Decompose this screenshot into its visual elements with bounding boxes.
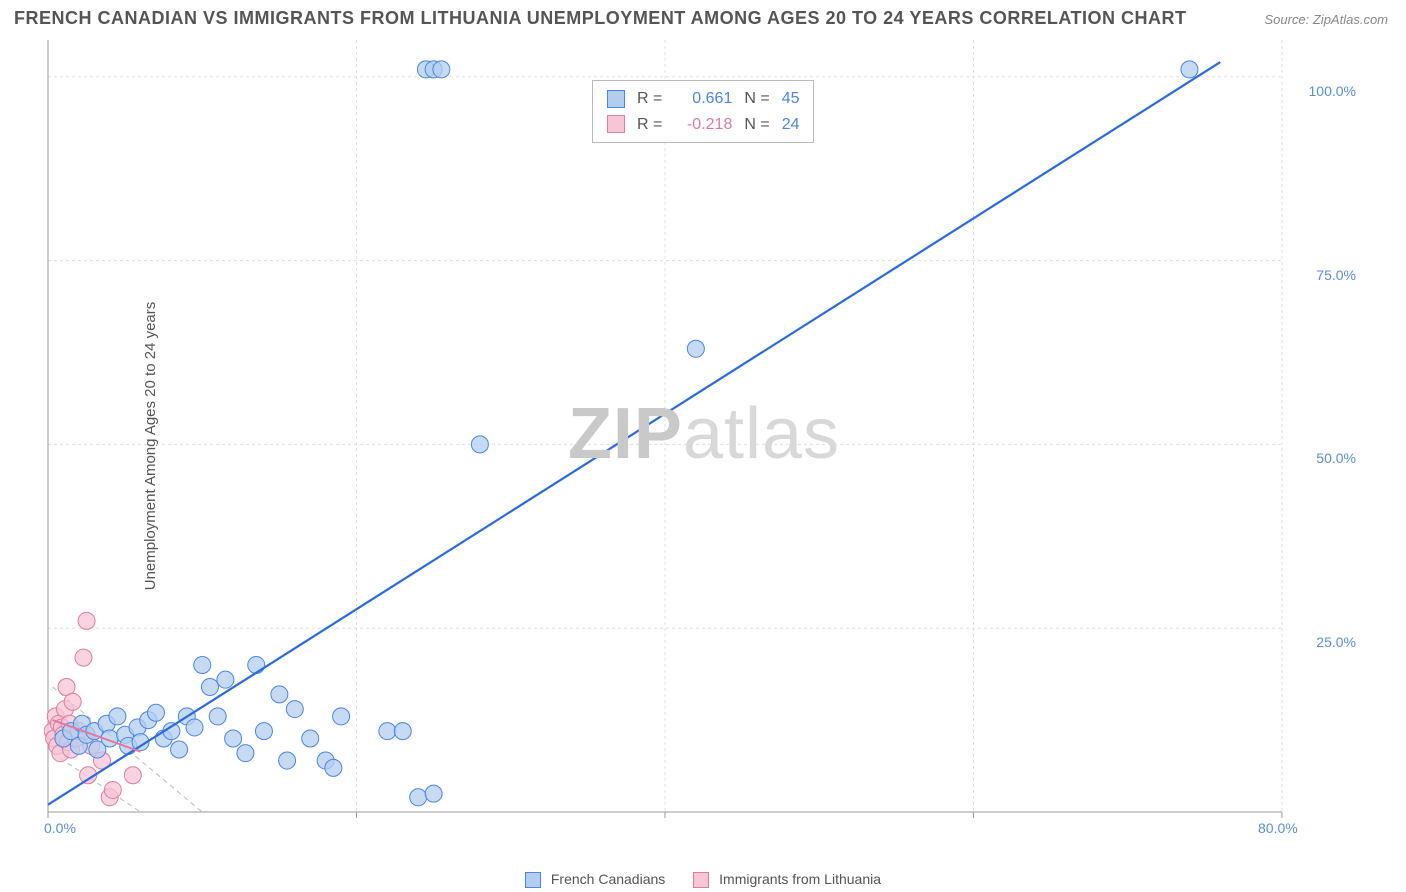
source-attribution: Source: ZipAtlas.com bbox=[1264, 12, 1388, 27]
stats-swatch-pink bbox=[607, 115, 625, 133]
legend-item-series1: French Canadians bbox=[525, 871, 665, 888]
correlation-stats-box: R = 0.661 N = 45 R = -0.218 N = 24 bbox=[592, 80, 814, 143]
n-value-series1: 45 bbox=[782, 86, 800, 112]
stats-row-series1: R = 0.661 N = 45 bbox=[607, 86, 799, 112]
r-value-series2: -0.218 bbox=[674, 112, 732, 138]
n-label: N = bbox=[744, 86, 769, 112]
legend-label-series2: Immigrants from Lithuania bbox=[719, 871, 881, 887]
r-value-series1: 0.661 bbox=[674, 86, 732, 112]
legend-item-series2: Immigrants from Lithuania bbox=[693, 871, 881, 888]
legend-label-series1: French Canadians bbox=[551, 871, 665, 887]
n-value-series2: 24 bbox=[782, 112, 800, 138]
chart-plot-area: ZIPatlas R = 0.661 N = 45 R = -0.218 N =… bbox=[44, 38, 1364, 838]
y-tick-label: 75.0% bbox=[1316, 267, 1356, 283]
r-label: R = bbox=[637, 86, 662, 112]
legend-swatch-blue bbox=[525, 872, 541, 888]
y-tick-label: 25.0% bbox=[1316, 634, 1356, 650]
r-label: R = bbox=[637, 112, 662, 138]
n-label: N = bbox=[744, 112, 769, 138]
legend-swatch-pink bbox=[693, 872, 709, 888]
x-tick-label: 80.0% bbox=[1258, 820, 1298, 836]
chart-title: FRENCH CANADIAN VS IMMIGRANTS FROM LITHU… bbox=[14, 8, 1187, 29]
stats-row-series2: R = -0.218 N = 24 bbox=[607, 112, 799, 138]
y-tick-label: 100.0% bbox=[1309, 83, 1356, 99]
series-legend: French Canadians Immigrants from Lithuan… bbox=[525, 871, 881, 888]
y-tick-label: 50.0% bbox=[1316, 450, 1356, 466]
stats-swatch-blue bbox=[607, 90, 625, 108]
chart-svg bbox=[44, 38, 1364, 838]
x-tick-label: 0.0% bbox=[44, 820, 76, 836]
